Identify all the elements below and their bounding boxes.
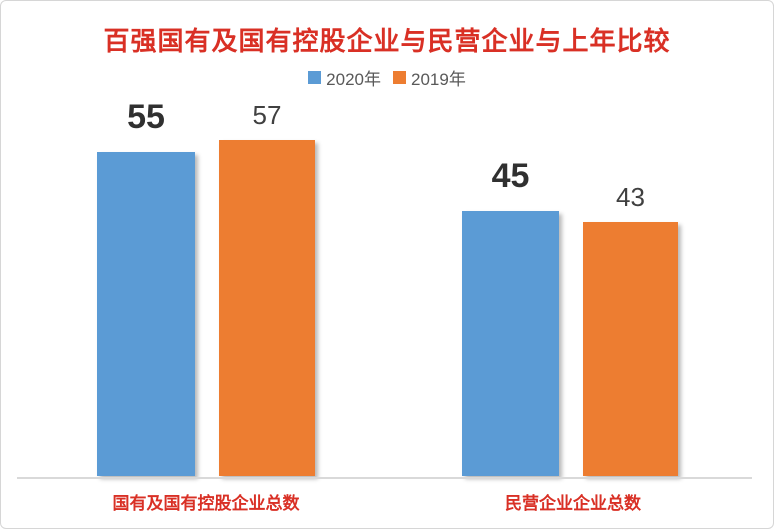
chart-title: 百强国有及国有控股企业与民营企业与上年比较 xyxy=(103,26,671,56)
data-label-private-2019: 43 xyxy=(616,182,645,213)
legend-swatch-2020-icon xyxy=(308,71,322,84)
bar-group-private-2020: 45 xyxy=(462,156,559,476)
legend-swatch-2019-icon xyxy=(393,71,406,84)
bar-soe-2019 xyxy=(219,139,315,476)
category-label-private: 民营企业企业总数 xyxy=(505,494,641,513)
legend-item-2019: 2019年 xyxy=(393,65,466,90)
legend: 2020年 2019年 xyxy=(1,65,773,90)
category-label-soe: 国有及国有控股企业总数 xyxy=(112,494,300,513)
bar-group-private-2019: 43 xyxy=(583,184,678,476)
data-label-soe-2019: 57 xyxy=(252,99,282,130)
bar-soe-2020 xyxy=(97,151,195,476)
x-axis-line xyxy=(17,477,752,479)
bar-group-soe-2019: 57 xyxy=(219,102,315,476)
bar-group-soe-2020: 55 xyxy=(97,97,195,476)
legend-item-2020: 2020年 xyxy=(308,65,381,90)
data-label-private-2020: 45 xyxy=(491,156,530,195)
legend-label-2019: 2019年 xyxy=(411,70,466,89)
bar-private-2019 xyxy=(583,222,678,476)
data-label-soe-2020: 55 xyxy=(127,97,165,136)
bar-private-2020 xyxy=(462,210,559,476)
legend-label-2020: 2020年 xyxy=(326,70,381,89)
